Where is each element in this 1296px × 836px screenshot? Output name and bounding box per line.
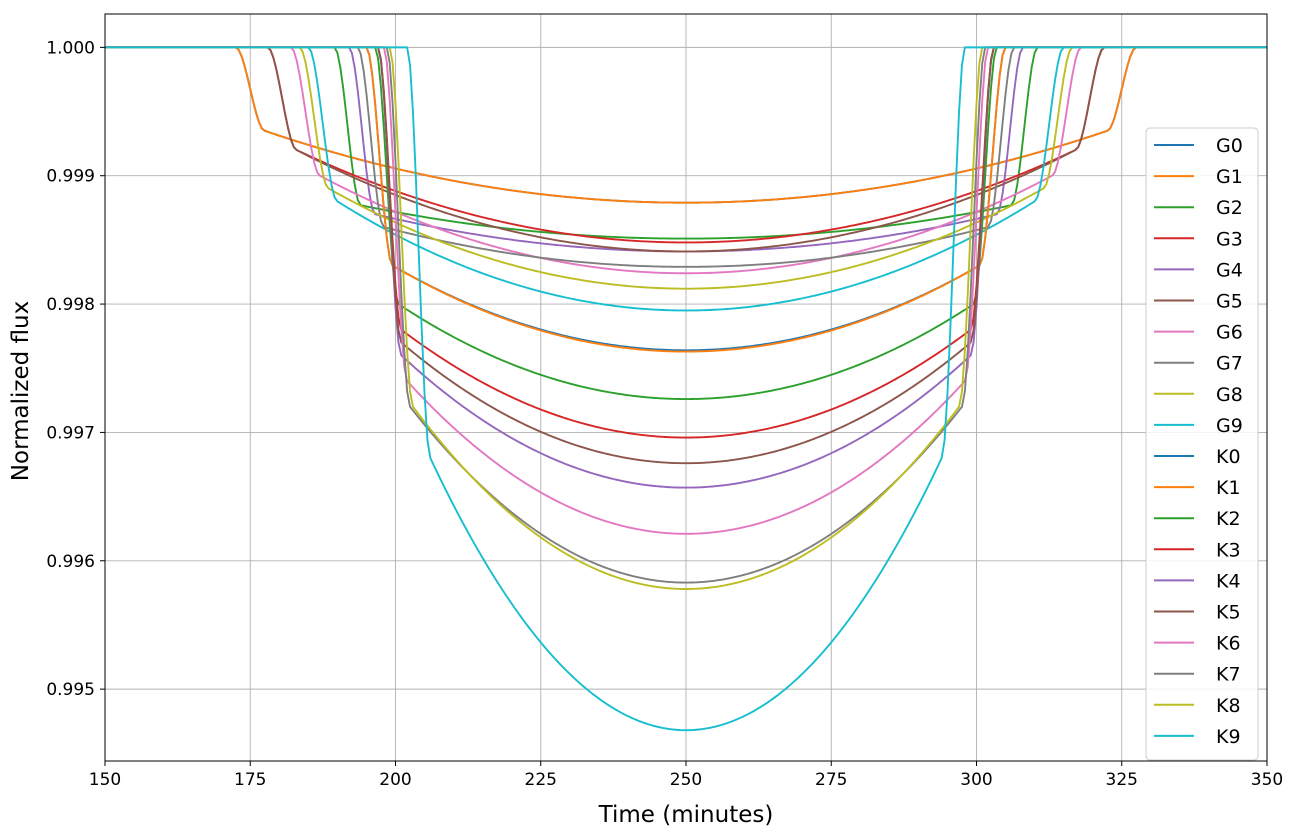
legend-label: K6 <box>1216 633 1241 655</box>
legend-label: G9 <box>1216 415 1243 437</box>
legend: G0 G1 G2 G3 G4 G5 G6 G7 G8 G9 K0 K1 K2 K3 K4 K5 K6 K7 K8 K9 <box>1145 127 1259 761</box>
axis-ticks: 150 175 200 225 250 275 300 325 350 0.995 0.996 0.9… <box>46 38 1283 790</box>
x-tick-label: 275 <box>815 770 847 790</box>
x-tick-label: 325 <box>1106 770 1138 790</box>
legend-label: K8 <box>1216 695 1241 717</box>
y-tick-label: 0.997 <box>46 423 95 443</box>
series-line-g6 <box>105 46 1267 275</box>
y-tick-label: 0.998 <box>46 295 95 315</box>
legend-label: K2 <box>1216 508 1241 530</box>
legend-label: K7 <box>1216 664 1241 686</box>
legend-label: G1 <box>1216 166 1243 188</box>
legend-label: K0 <box>1216 446 1241 468</box>
legend-label: K9 <box>1216 726 1241 748</box>
legend-label: G8 <box>1216 384 1243 406</box>
legend-label: G2 <box>1216 197 1243 219</box>
legend-label: G7 <box>1216 353 1243 375</box>
legend-label: G4 <box>1216 259 1243 281</box>
series-line-k9 <box>105 46 1267 732</box>
x-tick-label: 250 <box>670 770 702 790</box>
x-tick-label: 175 <box>234 770 266 790</box>
legend-label: G3 <box>1216 228 1243 250</box>
x-tick-label: 200 <box>379 770 411 790</box>
series-line-g5 <box>105 46 1267 253</box>
x-tick-label: 350 <box>1251 770 1283 790</box>
x-tick-label: 225 <box>525 770 557 790</box>
x-axis-title: Time (minutes) <box>598 802 774 828</box>
y-tick-label: 0.999 <box>46 167 95 187</box>
legend-label: K1 <box>1216 477 1241 499</box>
y-axis-title: Normalized flux <box>8 301 34 481</box>
series-line-g1 <box>105 46 1267 204</box>
legend-label: G5 <box>1216 291 1243 313</box>
y-tick-label: 1.000 <box>46 38 95 58</box>
legend-label: K5 <box>1216 602 1241 624</box>
legend-label: K3 <box>1216 539 1241 561</box>
legend-label: G6 <box>1216 322 1243 344</box>
x-tick-label: 300 <box>960 770 992 790</box>
series-lines <box>105 46 1267 732</box>
x-tick-label: 150 <box>89 770 121 790</box>
y-tick-label: 0.996 <box>46 552 95 572</box>
y-tick-label: 0.995 <box>46 680 95 700</box>
legend-box <box>1145 127 1259 761</box>
legend-label: G0 <box>1216 135 1243 157</box>
legend-label: K4 <box>1216 570 1241 592</box>
